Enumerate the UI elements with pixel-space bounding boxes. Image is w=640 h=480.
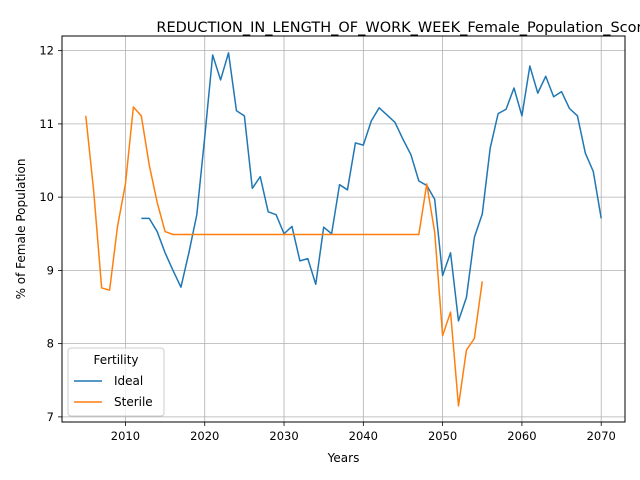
legend: Fertility Ideal Sterile — [67, 347, 165, 417]
x-tick-label: 2030 — [269, 429, 298, 443]
x-axis-ticks: 2010 2020 2030 2040 2050 2060 2070 — [111, 422, 616, 443]
chart-title: REDUCTION_IN_LENGTH_OF_WORK_WEEK_Female_… — [156, 20, 640, 36]
legend-label-ideal: Ideal — [114, 374, 143, 388]
x-axis-label: Years — [327, 451, 360, 465]
grid — [62, 36, 625, 422]
y-axis-ticks: 7 8 9 10 11 12 — [39, 44, 62, 424]
y-tick-label: 10 — [39, 190, 54, 204]
y-tick-label: 8 — [47, 337, 54, 351]
series-line-sterile — [85, 106, 484, 407]
plot-frame — [61, 35, 626, 423]
legend-title: Fertility — [93, 353, 138, 367]
y-tick-label: 9 — [47, 263, 54, 277]
x-tick-label: 2060 — [507, 429, 536, 443]
series-lines — [85, 52, 602, 407]
series-line-ideal — [141, 52, 602, 322]
legend-box — [67, 347, 165, 417]
x-tick-label: 2050 — [428, 429, 457, 443]
y-axis-label: % of Female Population — [14, 159, 28, 300]
y-tick-label: 7 — [47, 410, 54, 424]
x-tick-label: 2010 — [111, 429, 140, 443]
legend-label-sterile: Sterile — [114, 395, 153, 409]
x-tick-label: 2070 — [587, 429, 616, 443]
x-tick-label: 2040 — [349, 429, 378, 443]
y-tick-label: 11 — [39, 117, 54, 131]
x-tick-label: 2020 — [190, 429, 219, 443]
y-tick-label: 12 — [39, 44, 54, 58]
